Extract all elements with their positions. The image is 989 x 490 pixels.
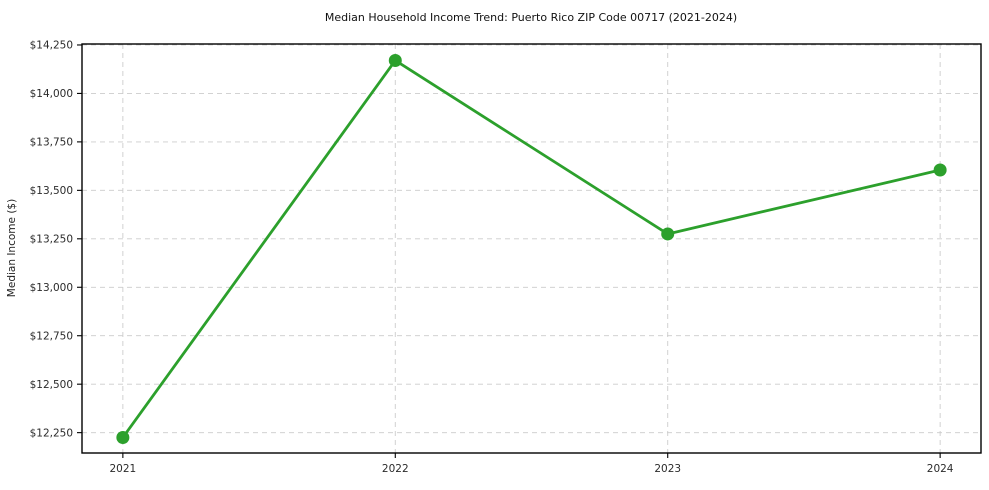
y-tick-label: $13,250 (30, 234, 73, 246)
data-point (661, 227, 675, 241)
plot-area: $12,250 $12,500 $12,750 $13,000 $13,250 $13,5… (30, 40, 982, 475)
y-tick-label: $13,500 (30, 185, 73, 197)
y-tick-label: $13,000 (30, 282, 73, 294)
x-tick-label: 2023 (654, 463, 681, 475)
y-tick-label: $13,750 (30, 137, 73, 149)
chart-title: Median Household Income Trend: Puerto Ri… (325, 11, 737, 24)
trend-line (121, 59, 942, 439)
plot-border (81, 43, 982, 454)
x-tick-label: 2024 (927, 463, 954, 475)
data-point (116, 430, 130, 444)
y-tick-label: $12,250 (30, 427, 73, 439)
y-tick-label: $14,250 (30, 40, 73, 52)
y-axis-label: Median Income ($) (6, 199, 18, 297)
x-tick-label: 2022 (382, 463, 409, 475)
data-point (388, 53, 402, 67)
y-tick-label: $14,000 (30, 88, 73, 100)
y-tick-label: $12,750 (30, 330, 73, 342)
y-tick-label: $12,500 (30, 379, 73, 391)
x-tick-label: 2021 (109, 463, 136, 475)
data-point (933, 163, 947, 177)
